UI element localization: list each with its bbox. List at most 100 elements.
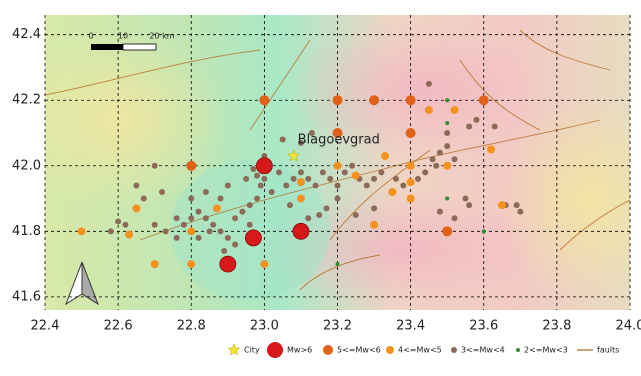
- quake-marker: [442, 226, 452, 236]
- quake-marker: [260, 260, 268, 268]
- legend-marker: [228, 344, 239, 355]
- quake-marker: [207, 228, 213, 234]
- y-tick-label: 42.2: [12, 93, 41, 108]
- quake-marker: [381, 152, 389, 160]
- scale-label: 0: [88, 32, 93, 41]
- quake-marker: [327, 176, 333, 182]
- legend-marker: [386, 346, 394, 354]
- x-tick-label: 22.4: [31, 319, 60, 334]
- legend-label: 2<=Mw<3: [524, 346, 568, 355]
- quake-marker: [174, 215, 180, 221]
- x-tick-label: 23.6: [469, 319, 498, 334]
- quake-marker: [406, 128, 416, 138]
- quake-marker: [482, 229, 486, 233]
- quake-marker: [444, 143, 450, 149]
- quake-marker: [445, 197, 449, 201]
- quake-marker: [492, 123, 498, 129]
- x-tick-label: 24.0: [616, 319, 641, 334]
- quake-marker: [291, 176, 297, 182]
- quake-marker: [254, 196, 260, 202]
- quake-marker: [466, 123, 472, 129]
- quake-marker: [297, 178, 305, 186]
- quake-marker: [243, 176, 249, 182]
- quake-marker: [305, 215, 311, 221]
- scale-label: 10: [118, 32, 128, 41]
- legend-label: 3<=Mw<4: [461, 346, 505, 355]
- quake-marker: [466, 202, 472, 208]
- y-tick-label: 41.8: [12, 224, 41, 239]
- quake-marker: [388, 188, 396, 196]
- scale-label: 20 km: [149, 32, 174, 41]
- quake-marker: [232, 215, 238, 221]
- quake-marker: [225, 235, 231, 241]
- quake-marker: [349, 163, 355, 169]
- map: 0 10 20 km 22.422.622.823.023.223.423.62…: [0, 0, 641, 372]
- legend-label: 4<=Mw<5: [398, 346, 442, 355]
- legend-marker: [451, 347, 457, 353]
- quake-marker: [371, 176, 377, 182]
- quake-marker: [232, 241, 238, 247]
- quake-marker: [378, 169, 384, 175]
- quake-marker: [250, 166, 256, 172]
- quake-marker: [108, 228, 114, 234]
- quake-marker: [141, 196, 147, 202]
- x-tick-label: 23.4: [396, 319, 425, 334]
- quake-marker: [218, 196, 224, 202]
- quake-marker: [133, 182, 139, 188]
- quake-marker: [353, 212, 359, 218]
- quake-marker: [280, 137, 286, 143]
- quake-marker: [407, 195, 415, 203]
- quake-marker: [400, 182, 406, 188]
- quake-marker: [203, 215, 209, 221]
- quake-marker: [283, 182, 289, 188]
- quake-marker: [498, 201, 506, 209]
- quake-marker: [132, 204, 140, 212]
- quake-marker: [115, 219, 121, 225]
- y-tick-label: 42.4: [12, 27, 41, 42]
- quake-marker: [151, 260, 159, 268]
- y-tick-label: 42.0: [12, 158, 41, 173]
- quake-marker: [393, 176, 399, 182]
- quake-marker: [159, 189, 165, 195]
- x-tick-label: 22.8: [177, 319, 206, 334]
- quake-marker: [187, 260, 195, 268]
- quake-marker: [256, 158, 272, 174]
- quake-marker: [174, 235, 180, 241]
- page: 0 10 20 km 22.422.622.823.023.223.423.62…: [0, 0, 641, 376]
- quake-marker: [320, 169, 326, 175]
- quake-marker: [254, 173, 260, 179]
- quake-marker: [152, 222, 158, 228]
- quake-marker: [186, 161, 196, 171]
- quake-marker: [452, 215, 458, 221]
- quake-marker: [517, 209, 523, 215]
- quake-marker: [269, 189, 275, 195]
- quake-marker: [245, 230, 261, 246]
- quake-marker: [487, 145, 495, 153]
- quake-marker: [78, 227, 86, 235]
- quake-marker: [196, 209, 202, 215]
- quake-marker: [261, 176, 267, 182]
- quake-marker: [352, 172, 360, 180]
- quake-marker: [444, 130, 450, 136]
- quake-marker: [247, 202, 253, 208]
- legend-marker: [323, 345, 333, 355]
- quake-marker: [220, 256, 236, 272]
- quake-marker: [225, 182, 231, 188]
- quake-marker: [336, 262, 340, 266]
- quake-marker: [247, 222, 253, 228]
- quake-marker: [479, 95, 489, 105]
- quake-marker: [324, 205, 330, 211]
- quake-marker: [125, 231, 133, 239]
- x-tick-label: 23.8: [542, 319, 571, 334]
- quake-marker: [445, 98, 449, 102]
- quake-marker: [473, 117, 479, 123]
- quake-marker: [218, 228, 224, 234]
- quake-marker: [425, 106, 433, 114]
- quake-marker: [426, 81, 432, 87]
- city-label: Blagoevgrad: [298, 132, 380, 147]
- quake-marker: [437, 209, 443, 215]
- quake-marker: [313, 182, 319, 188]
- quake-marker: [462, 196, 468, 202]
- legend-marker: [516, 348, 520, 352]
- quake-marker: [203, 189, 209, 195]
